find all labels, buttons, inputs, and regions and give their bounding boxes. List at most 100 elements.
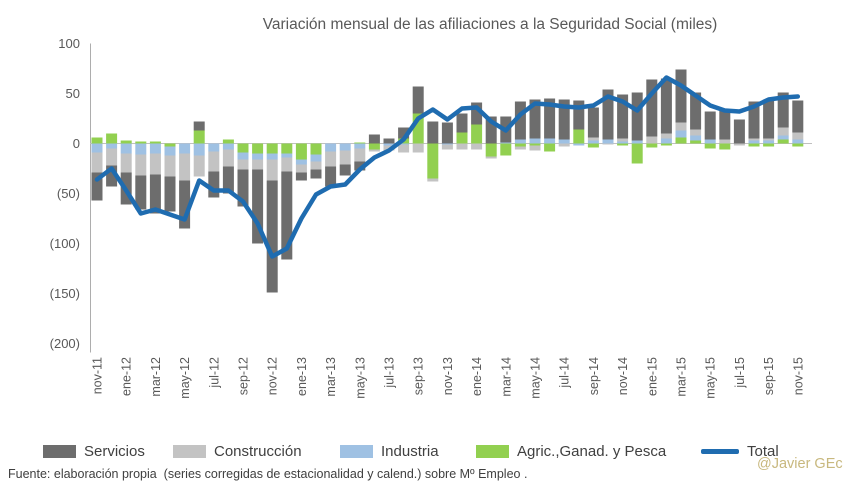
bar-segment-servicios [135,175,147,210]
bar-segment-industria [690,135,702,141]
bar-segment-servicios [587,107,599,138]
bar-segment-construccion [675,122,687,131]
bar-segment-servicios [471,102,483,125]
bar-segment-servicios [222,166,234,194]
bar-nov-14 [617,94,629,146]
bar-segment-servicios [325,166,337,187]
bar-segment-construccion [281,157,293,172]
bar-sep-13 [412,86,424,153]
x-tick-label: may-15 [704,357,718,399]
bar-segment-servicios [427,121,439,144]
bar-segment-construccion [354,148,366,162]
bar-segment-industria [398,143,410,145]
bar-segment-agric [106,133,118,144]
x-tick-label: nov-15 [791,357,805,395]
bar-mar-15 [675,69,687,144]
bar-segment-servicios [704,111,716,140]
bar-segment-construccion [441,144,453,150]
bar-oct-15 [777,92,789,144]
total-line-layer [94,75,801,259]
x-tick-label: mar-14 [499,357,513,397]
bar-segment-industria [573,143,585,146]
bar-segment-agric [281,143,293,154]
bar-segment-construccion [412,143,424,153]
bar-segment-industria [675,130,687,138]
bar-segment-construccion [193,155,205,177]
bar-segment-servicios [441,122,453,144]
bar-segment-agric [412,113,424,144]
y-tick-label: (200) [50,336,80,351]
bar-segment-servicios [368,134,380,144]
bar-feb-15 [660,78,672,146]
bar-segment-agric [295,143,307,160]
bar-segment-servicios [544,98,556,139]
bar-segment-construccion [719,139,731,144]
bar-segment-servicios [456,113,468,133]
bar-segment-industria [164,146,176,156]
y-tick-label: 0 [73,136,80,151]
bar-segment-servicios [193,121,205,131]
legend-label-construccion: Construcción [214,442,302,460]
bar-segment-construccion [252,159,264,170]
bars-layer [91,69,804,293]
bar-segment-industria [106,143,118,149]
bar-segment-industria [763,140,775,144]
bar-segment-agric [149,141,161,144]
legend-item-total: Total [701,438,779,464]
bar-segment-industria [135,143,147,155]
bar-segment-construccion [398,144,410,153]
bar-segment-industria [325,143,337,152]
bar-feb-12 [135,141,147,210]
bar-segment-construccion [149,153,161,175]
bar-sep-14 [587,107,599,148]
bar-jun-12 [193,121,205,177]
bar-mar-13 [325,143,337,187]
bar-segment-agric [164,143,176,147]
x-tick-label: may-14 [529,357,543,399]
bar-segment-industria [266,153,278,160]
bar-nov-15 [792,100,804,147]
bar-segment-agric [266,143,278,154]
bar-segment-industria [631,140,643,144]
bar-segment-industria [91,143,103,153]
bar-abr-12 [164,143,176,212]
bar-segment-servicios [777,92,789,128]
bar-segment-industria [310,154,322,162]
legend-label-agric: Agric.,Ganad. y Pesca [517,442,667,460]
legend-swatch-agric [476,444,509,458]
y-tick-label: (150) [50,286,80,301]
bar-segment-industria [281,153,293,158]
total-line [94,75,801,259]
legend-swatch-total [701,448,739,454]
bar-segment-agric [646,143,658,148]
bar-segment-construccion [514,146,526,150]
bar-dic-12 [281,143,293,260]
x-tick-label: may-12 [178,357,192,399]
bar-segment-industria [660,138,672,144]
bar-segment-industria [222,143,234,150]
bar-jul-12 [208,143,220,198]
legend-swatch-construccion [173,444,206,458]
bar-segment-agric [91,137,103,144]
bar-segment-servicios [631,92,643,141]
bar-segment-agric [456,132,468,144]
bar-segment-agric [354,142,366,144]
bar-dic-13 [456,113,468,150]
bar-segment-construccion [91,152,103,173]
bar-sep-12 [237,143,249,207]
bar-segment-construccion [135,154,147,176]
x-tick-label: jul-12 [207,357,221,389]
bar-jul-14 [558,99,570,147]
bar-segment-servicios [763,99,775,139]
legend-label-industria: Industria [381,442,439,460]
bar-segment-construccion [763,138,775,141]
bar-segment-servicios [149,174,161,214]
bar-feb-13 [310,143,322,179]
bar-ago-14 [573,100,585,146]
bar-segment-servicios [295,172,307,181]
bar-segment-servicios [354,161,366,171]
bar-segment-construccion [266,159,278,181]
legend-item-agric: Agric.,Ganad. y Pesca [476,438,666,464]
bar-segment-servicios [646,79,658,137]
